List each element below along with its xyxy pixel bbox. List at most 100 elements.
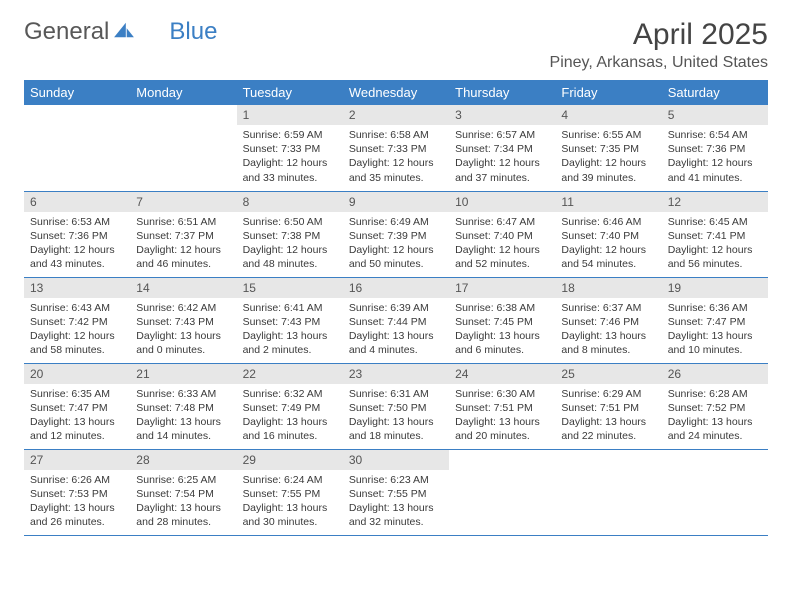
daylight-text: Daylight: 13 hours and 14 minutes. <box>136 415 230 443</box>
sunrise-text: Sunrise: 6:55 AM <box>561 128 655 142</box>
sunrise-text: Sunrise: 6:50 AM <box>243 215 337 229</box>
daylight-text: Daylight: 13 hours and 2 minutes. <box>243 329 337 357</box>
calendar-week-row: 13 Sunrise: 6:43 AMSunset: 7:42 PM Dayligh… <box>24 277 768 363</box>
calendar-day-cell <box>662 449 768 535</box>
daylight-text: Daylight: 13 hours and 26 minutes. <box>30 501 124 529</box>
day-details: Sunrise: 6:46 AMSunset: 7:40 PMDaylight:… <box>555 212 661 276</box>
calendar-day-cell: 7Sunrise: 6:51 AMSunset: 7:37 PMDaylight… <box>130 191 236 277</box>
day-number: 20 <box>24 364 130 384</box>
daylight-text: Daylight: 13 hours and 32 minutes. <box>349 501 443 529</box>
daylight-text: Daylight: 12 hours and 48 minutes. <box>243 243 337 271</box>
sunrise-text: Sunrise: 6:49 AM <box>349 215 443 229</box>
calendar-week-row: 6Sunrise: 6:53 AMSunset: 7:36 PMDaylight… <box>24 191 768 277</box>
sunset-text: Sunset: 7:48 PM <box>136 401 230 415</box>
day-number: 4 <box>555 105 661 125</box>
sunrise-text: Sunrise: 6:54 AM <box>668 128 762 142</box>
sunset-text: Sunset: 7:35 PM <box>561 142 655 156</box>
day-number: 25 <box>555 364 661 384</box>
daylight-text: Daylight: 12 hours and 43 minutes. <box>30 243 124 271</box>
daylight-text: Daylight: 12 hours and 33 minutes. <box>243 156 337 184</box>
day-number: 27 <box>24 450 130 470</box>
sunset-text: Sunset: 7:47 PM <box>668 315 762 329</box>
sunrise-text: Sunrise: 6:47 AM <box>455 215 549 229</box>
day-details: Sunrise: 6:35 AMSunset: 7:47 PMDaylight:… <box>24 384 130 448</box>
sunset-text: Sunset: 7:54 PM <box>136 487 230 501</box>
calendar-day-cell: 6 Sunrise: 6:53 AMSunset: 7:36 PMDaylight… <box>24 191 130 277</box>
day-details: Sunrise: 6:58 AMSunset: 7:33 PMDaylight:… <box>343 125 449 189</box>
calendar-day-cell: 21Sunrise: 6:33 AMSunset: 7:48 PMDayligh… <box>130 363 236 449</box>
calendar-day-cell: 8Sunrise: 6:50 AMSunset: 7:38 PMDaylight… <box>237 191 343 277</box>
day-details: Sunrise: 6:41 AMSunset: 7:43 PMDaylight:… <box>237 298 343 362</box>
daylight-text: Daylight: 13 hours and 18 minutes. <box>349 415 443 443</box>
day-number: 5 <box>662 105 768 125</box>
day-details: Sunrise: 6:54 AMSunset: 7:36 PMDaylight:… <box>662 125 768 189</box>
day-details: Sunrise: 6:28 AMSunset: 7:52 PMDaylight:… <box>662 384 768 448</box>
daylight-text: Daylight: 13 hours and 0 minutes. <box>136 329 230 357</box>
sunset-text: Sunset: 7:43 PM <box>243 315 337 329</box>
sunset-text: Sunset: 7:34 PM <box>455 142 549 156</box>
daylight-text: Daylight: 12 hours and 37 minutes. <box>455 156 549 184</box>
sunset-text: Sunset: 7:51 PM <box>455 401 549 415</box>
sunrise-text: Sunrise: 6:53 AM <box>30 215 124 229</box>
sunrise-text: Sunrise: 6:26 AM <box>30 473 124 487</box>
calendar-day-cell: 28Sunrise: 6:25 AMSunset: 7:54 PMDayligh… <box>130 449 236 535</box>
month-title: April 2025 <box>550 18 768 52</box>
day-number: 6 <box>24 192 130 212</box>
sunset-text: Sunset: 7:44 PM <box>349 315 443 329</box>
sunset-text: Sunset: 7:42 PM <box>30 315 124 329</box>
location: Piney, Arkansas, United States <box>550 54 768 72</box>
sunset-text: Sunset: 7:55 PM <box>349 487 443 501</box>
sunrise-text: Sunrise: 6:43 AM <box>30 301 124 315</box>
daylight-text: Daylight: 13 hours and 22 minutes. <box>561 415 655 443</box>
day-details: Sunrise: 6:47 AMSunset: 7:40 PMDaylight:… <box>449 212 555 276</box>
day-details: Sunrise: 6:50 AMSunset: 7:38 PMDaylight:… <box>237 212 343 276</box>
sunrise-text: Sunrise: 6:36 AM <box>668 301 762 315</box>
sunrise-text: Sunrise: 6:30 AM <box>455 387 549 401</box>
sunset-text: Sunset: 7:52 PM <box>668 401 762 415</box>
calendar-day-cell <box>555 449 661 535</box>
weekday-header: Saturday <box>662 80 768 105</box>
sunrise-text: Sunrise: 6:24 AM <box>243 473 337 487</box>
calendar-day-cell: 3Sunrise: 6:57 AMSunset: 7:34 PMDaylight… <box>449 105 555 191</box>
day-details: Sunrise: 6:45 AMSunset: 7:41 PMDaylight:… <box>662 212 768 276</box>
day-number: 13 <box>24 278 130 298</box>
sunset-text: Sunset: 7:47 PM <box>30 401 124 415</box>
day-number: 9 <box>343 192 449 212</box>
calendar-day-cell <box>24 105 130 191</box>
sunrise-text: Sunrise: 6:31 AM <box>349 387 443 401</box>
daylight-text: Daylight: 13 hours and 16 minutes. <box>243 415 337 443</box>
day-details: Sunrise: 6:38 AMSunset: 7:45 PMDaylight:… <box>449 298 555 362</box>
day-details: Sunrise: 6:33 AMSunset: 7:48 PMDaylight:… <box>130 384 236 448</box>
sunrise-text: Sunrise: 6:25 AM <box>136 473 230 487</box>
daylight-text: Daylight: 13 hours and 10 minutes. <box>668 329 762 357</box>
daylight-text: Daylight: 12 hours and 46 minutes. <box>136 243 230 271</box>
daylight-text: Daylight: 12 hours and 56 minutes. <box>668 243 762 271</box>
sunset-text: Sunset: 7:40 PM <box>561 229 655 243</box>
weekday-header: Monday <box>130 80 236 105</box>
weekday-header-row: Sunday Monday Tuesday Wednesday Thursday… <box>24 80 768 105</box>
day-number: 29 <box>237 450 343 470</box>
sunrise-text: Sunrise: 6:42 AM <box>136 301 230 315</box>
daylight-text: Daylight: 13 hours and 8 minutes. <box>561 329 655 357</box>
day-number: 12 <box>662 192 768 212</box>
day-details: Sunrise: 6:39 AMSunset: 7:44 PMDaylight:… <box>343 298 449 362</box>
calendar-day-cell: 23Sunrise: 6:31 AMSunset: 7:50 PMDayligh… <box>343 363 449 449</box>
day-number: 14 <box>130 278 236 298</box>
sunset-text: Sunset: 7:53 PM <box>30 487 124 501</box>
calendar-day-cell: 14Sunrise: 6:42 AMSunset: 7:43 PMDayligh… <box>130 277 236 363</box>
calendar-week-row: 1Sunrise: 6:59 AMSunset: 7:33 PMDaylight… <box>24 105 768 191</box>
day-details: Sunrise: 6:55 AMSunset: 7:35 PMDaylight:… <box>555 125 661 189</box>
sunset-text: Sunset: 7:49 PM <box>243 401 337 415</box>
sunset-text: Sunset: 7:38 PM <box>243 229 337 243</box>
day-details: Sunrise: 6:37 AMSunset: 7:46 PMDaylight:… <box>555 298 661 362</box>
calendar-day-cell: 22Sunrise: 6:32 AMSunset: 7:49 PMDayligh… <box>237 363 343 449</box>
sunset-text: Sunset: 7:36 PM <box>30 229 124 243</box>
calendar-day-cell <box>130 105 236 191</box>
day-details: Sunrise: 6:29 AMSunset: 7:51 PMDaylight:… <box>555 384 661 448</box>
sunrise-text: Sunrise: 6:57 AM <box>455 128 549 142</box>
day-details: Sunrise: 6:36 AMSunset: 7:47 PMDaylight:… <box>662 298 768 362</box>
sunset-text: Sunset: 7:37 PM <box>136 229 230 243</box>
sunrise-text: Sunrise: 6:35 AM <box>30 387 124 401</box>
day-number: 26 <box>662 364 768 384</box>
weekday-header: Thursday <box>449 80 555 105</box>
